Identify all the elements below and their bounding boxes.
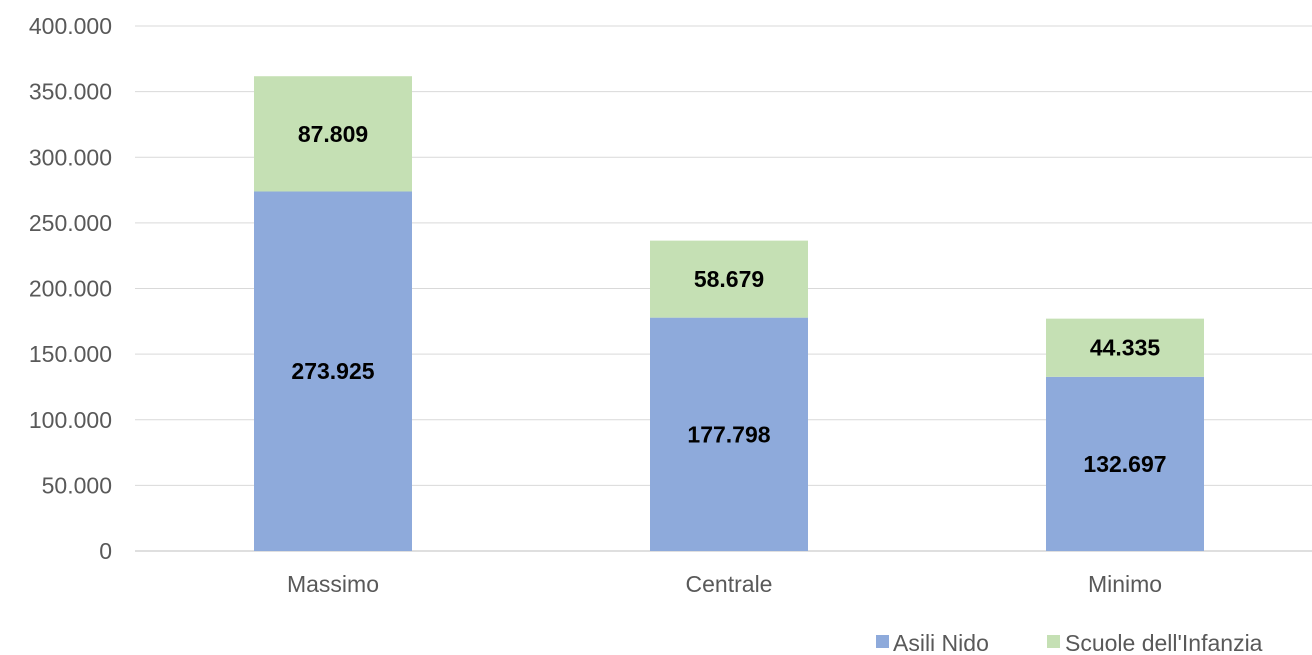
data-label: 58.679 xyxy=(694,266,764,292)
bar-asili-nido-massimo xyxy=(254,191,412,551)
y-tick-label: 100.000 xyxy=(29,407,112,433)
bar-asili-nido-centrale xyxy=(650,317,808,551)
bar-scuole-infanzia-centrale xyxy=(650,240,808,318)
legend-swatch xyxy=(1047,635,1060,648)
y-tick-label: 150.000 xyxy=(29,341,112,367)
bars: 273.925 87.809 177.798 58.679 132.697 44.335 xyxy=(254,76,1204,551)
y-tick-label: 50.000 xyxy=(42,472,112,498)
x-tick-label: Centrale xyxy=(686,571,773,597)
data-label: 273.925 xyxy=(291,358,374,384)
y-tick-label: 350.000 xyxy=(29,79,112,105)
data-label: 132.697 xyxy=(1083,451,1166,477)
x-axis: Massimo Centrale Minimo xyxy=(287,571,1162,597)
data-label: 177.798 xyxy=(687,421,770,447)
bar-asili-nido-minimo xyxy=(1046,376,1204,551)
y-tick-label: 200.000 xyxy=(29,276,112,302)
legend-label: Scuole dell'Infanzia xyxy=(1065,630,1263,655)
y-tick-label: 0 xyxy=(99,538,112,564)
y-axis: 0 50.000 100.000 150.000 200.000 250.000 300.0… xyxy=(29,13,112,564)
y-tick-label: 300.000 xyxy=(29,144,112,170)
x-tick-label: Minimo xyxy=(1088,571,1162,597)
legend-swatch xyxy=(876,635,889,648)
bar-scuole-infanzia-minimo xyxy=(1046,318,1204,377)
y-tick-label: 400.000 xyxy=(29,13,112,39)
data-label: 44.335 xyxy=(1090,335,1161,361)
x-tick-label: Massimo xyxy=(287,571,379,597)
bar-scuole-infanzia-massimo xyxy=(254,76,412,192)
legend: Asili Nido Scuole dell'Infanzia xyxy=(876,630,1263,655)
data-label: 87.809 xyxy=(298,121,368,147)
legend-label: Asili Nido xyxy=(893,630,989,655)
y-tick-label: 250.000 xyxy=(29,210,112,236)
